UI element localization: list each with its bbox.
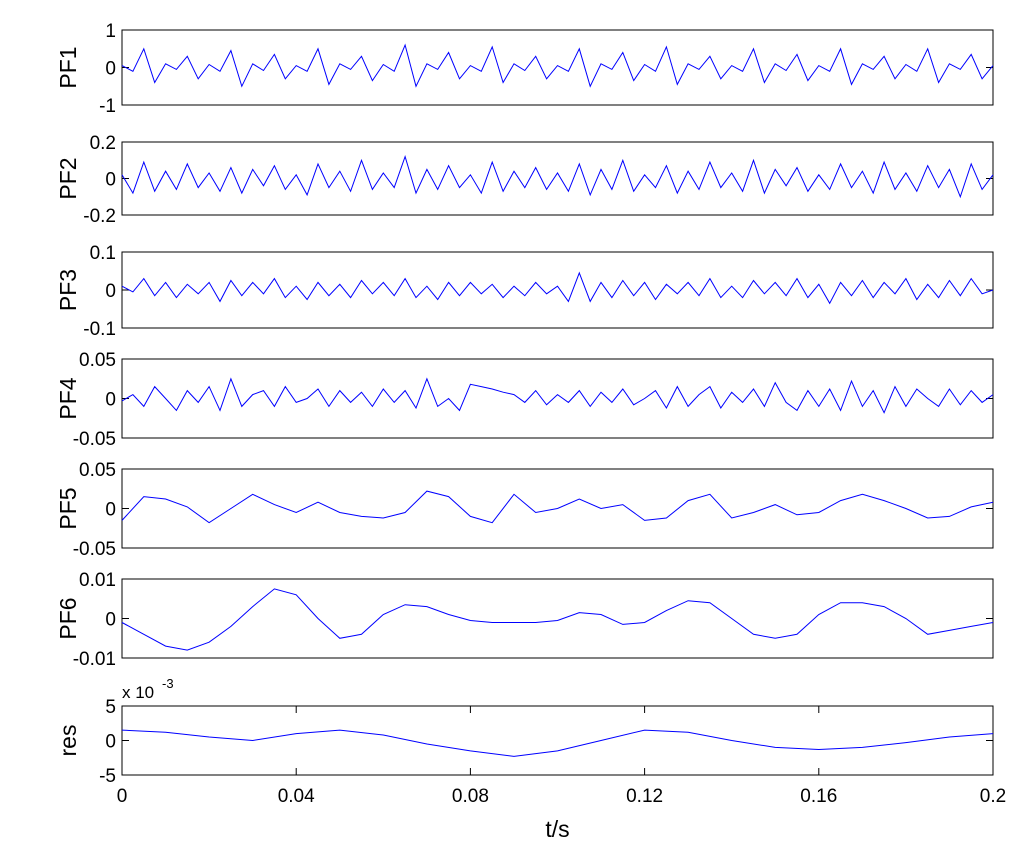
y-tick-label: 0.1 bbox=[90, 243, 116, 264]
axes-box bbox=[121, 141, 994, 216]
x-tick-label: 0.16 bbox=[800, 786, 837, 807]
y-tick-label: 0 bbox=[105, 170, 116, 191]
y-axis-label: PF3 bbox=[55, 269, 81, 311]
x-tick-label: 0.2 bbox=[980, 786, 1006, 807]
signal-line bbox=[121, 490, 994, 524]
y-axis-label: PF5 bbox=[55, 487, 81, 529]
y-tick-label: 0 bbox=[105, 390, 116, 411]
signal-line bbox=[121, 729, 994, 757]
axes-box bbox=[121, 29, 994, 106]
y-tick-label: 0 bbox=[105, 500, 116, 521]
y-tick-label: -5 bbox=[99, 766, 116, 787]
y-tick-label: -0.1 bbox=[83, 319, 116, 340]
y-tick-label: 0.2 bbox=[90, 133, 116, 154]
y-tick-label: 0.05 bbox=[79, 350, 116, 371]
x-tick-label: 0 bbox=[117, 786, 128, 807]
y-axis-label: PF6 bbox=[55, 597, 81, 639]
signal-line bbox=[121, 377, 994, 414]
y-tick-label: -0.05 bbox=[73, 429, 116, 450]
scale-base: x 10 bbox=[122, 683, 154, 702]
signal-line bbox=[121, 43, 994, 88]
x-tick-label: 0.08 bbox=[452, 786, 489, 807]
y-tick-label: 0 bbox=[105, 732, 116, 753]
y-tick-label: 5 bbox=[105, 697, 116, 718]
y-axis-label: res bbox=[55, 725, 81, 757]
y-tick-label: -0.05 bbox=[73, 539, 116, 560]
signal-line bbox=[121, 271, 994, 305]
y-tick-label: 0.01 bbox=[79, 570, 116, 591]
y-axis-label: PF2 bbox=[55, 157, 81, 199]
y-tick-label: 1 bbox=[105, 21, 116, 42]
x-axis-label: t/s bbox=[545, 816, 569, 842]
signal-line bbox=[121, 154, 994, 199]
scale-exponent: -3 bbox=[162, 676, 174, 691]
axes-box bbox=[121, 578, 994, 659]
signal-line bbox=[121, 588, 994, 651]
y-axis-label: PF1 bbox=[55, 46, 81, 88]
y-tick-label: -0.01 bbox=[73, 649, 116, 670]
y-tick-label: 0 bbox=[105, 59, 116, 80]
axes-box bbox=[121, 358, 994, 439]
axes-box bbox=[121, 251, 994, 329]
axes-box bbox=[121, 705, 994, 776]
y-tick-label: 0 bbox=[105, 610, 116, 631]
y-tick-label: 0 bbox=[105, 281, 116, 302]
y-axis-label: PF4 bbox=[55, 377, 81, 419]
y-tick-label: -0.2 bbox=[83, 206, 116, 227]
x-tick-label: 0.04 bbox=[278, 786, 315, 807]
x-tick-label: 0.12 bbox=[626, 786, 663, 807]
y-tick-label: 0.05 bbox=[79, 460, 116, 481]
y-tick-label: -1 bbox=[99, 96, 116, 117]
